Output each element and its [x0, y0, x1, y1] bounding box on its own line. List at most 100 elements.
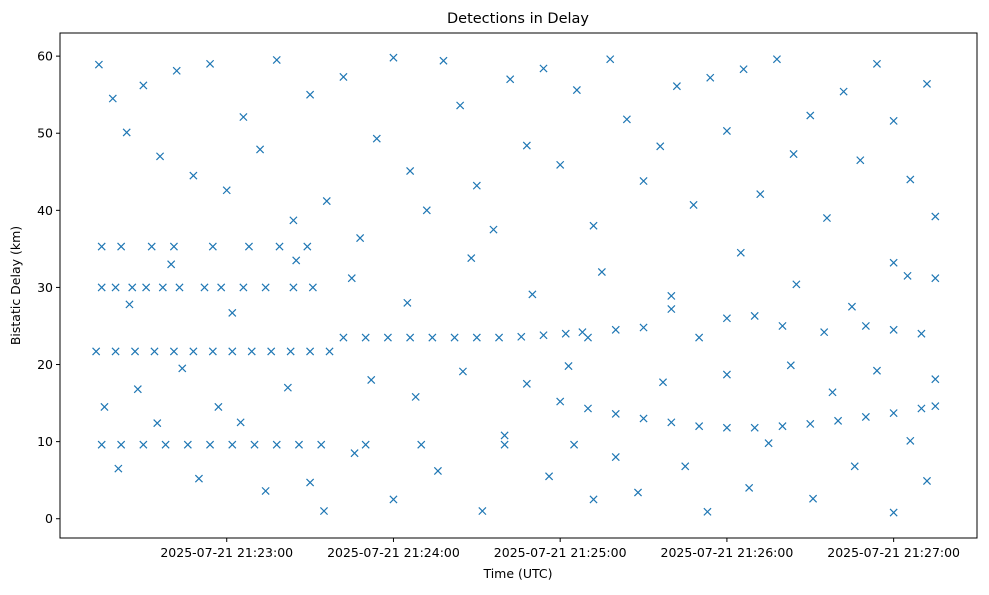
data-point-marker — [303, 242, 312, 251]
y-axis-ticks: 0 10 20 30 40 50 60 — [37, 49, 60, 526]
y-tick-label: 30 — [37, 280, 53, 295]
data-point-marker — [272, 440, 281, 449]
data-point-marker — [667, 304, 676, 314]
data-point-marker — [539, 331, 548, 340]
x-tick-label: 2025-07-21 21:27:00 — [827, 545, 960, 560]
data-point-marker — [792, 280, 801, 289]
data-point-marker — [114, 464, 123, 473]
data-point-marker — [556, 160, 565, 169]
data-point-marker — [94, 60, 103, 69]
data-point-marker — [189, 347, 198, 356]
data-point-marker — [272, 55, 281, 65]
data-point-marker — [172, 66, 181, 75]
data-point-marker — [681, 462, 690, 471]
data-point-marker — [861, 321, 870, 331]
data-point-marker — [756, 190, 765, 199]
data-point-marker — [256, 145, 265, 154]
data-point-marker — [739, 65, 748, 74]
data-point-marker — [361, 333, 370, 342]
data-point-marker — [97, 242, 106, 251]
data-point-marker — [458, 367, 467, 376]
data-point-marker — [903, 271, 912, 280]
data-point-marker — [522, 141, 531, 150]
y-tick-label: 40 — [37, 203, 53, 218]
data-point-marker — [111, 347, 120, 356]
data-point-marker — [261, 486, 270, 495]
data-point-marker — [208, 347, 217, 356]
data-point-marker — [622, 115, 631, 124]
data-point-marker — [722, 126, 731, 135]
data-point-marker — [806, 419, 815, 428]
chart-title: Detections in Delay — [447, 11, 589, 27]
data-point-marker — [347, 274, 356, 283]
data-point-marker — [506, 75, 515, 84]
data-point-marker — [828, 388, 837, 397]
data-point-marker — [931, 212, 940, 221]
data-point-marker — [656, 142, 665, 151]
data-point-marker — [117, 242, 126, 251]
data-point-marker — [528, 290, 537, 299]
data-point-marker — [153, 419, 162, 428]
data-point-marker — [239, 283, 248, 292]
data-point-marker — [308, 283, 317, 292]
data-point-marker — [139, 440, 148, 449]
data-point-marker — [208, 242, 217, 251]
data-point-marker — [111, 283, 120, 292]
data-point-marker — [583, 333, 592, 342]
data-point-marker — [206, 59, 215, 68]
data-point-marker — [383, 333, 392, 342]
y-tick-label: 50 — [37, 126, 53, 141]
data-point-marker — [639, 323, 648, 332]
data-point-marker — [239, 113, 248, 122]
data-point-marker — [339, 333, 348, 342]
data-point-marker — [889, 325, 898, 334]
data-point-marker — [422, 206, 431, 215]
data-point-marker — [125, 300, 134, 309]
data-point-marker — [206, 440, 215, 449]
data-point-marker — [517, 332, 526, 341]
x-axis-ticks: 2025-07-21 21:23:00 2025-07-21 21:24:00 20… — [160, 538, 960, 560]
data-point-marker — [495, 333, 504, 342]
x-tick-label: 2025-07-21 21:23:00 — [160, 545, 293, 560]
data-point-marker — [736, 248, 745, 257]
data-point-marker — [217, 283, 226, 292]
data-point-marker — [356, 234, 365, 243]
data-point-marker — [633, 488, 643, 497]
data-point-marker — [142, 283, 151, 292]
data-point-marker — [611, 325, 620, 334]
x-tick-label: 2025-07-21 21:24:00 — [327, 545, 460, 560]
data-point-marker — [500, 440, 509, 449]
data-point-marker — [472, 181, 481, 190]
data-point-marker — [672, 82, 681, 91]
data-point-marker — [411, 392, 420, 401]
data-point-marker — [117, 440, 126, 449]
data-point-marker — [317, 440, 326, 449]
data-point-marker — [200, 283, 209, 292]
data-point-marker — [639, 414, 648, 423]
data-point-marker — [403, 298, 412, 307]
data-point-marker — [194, 474, 203, 483]
y-axis-label: Bistatic Delay (km) — [8, 226, 23, 345]
data-point-marker — [467, 254, 476, 263]
y-tick-label: 20 — [37, 357, 53, 372]
data-point-marker — [906, 175, 915, 184]
data-point-marker — [169, 347, 178, 356]
data-point-marker — [667, 291, 676, 300]
data-point-marker — [236, 418, 245, 427]
data-point-marker — [339, 72, 348, 81]
data-point-marker — [472, 333, 481, 342]
data-point-marker — [92, 347, 101, 356]
data-point-marker — [500, 431, 509, 440]
data-point-marker — [931, 402, 940, 411]
data-point-marker — [150, 347, 159, 356]
data-point-marker — [856, 156, 865, 165]
data-point-marker — [250, 440, 259, 449]
data-point-marker — [372, 134, 381, 143]
data-point-marker — [658, 378, 668, 387]
data-point-marker — [97, 440, 106, 449]
data-point-marker — [778, 321, 787, 331]
data-point-marker — [306, 347, 315, 356]
data-point-marker — [772, 55, 781, 64]
data-point-marker — [572, 86, 581, 95]
data-point-marker — [183, 440, 192, 449]
